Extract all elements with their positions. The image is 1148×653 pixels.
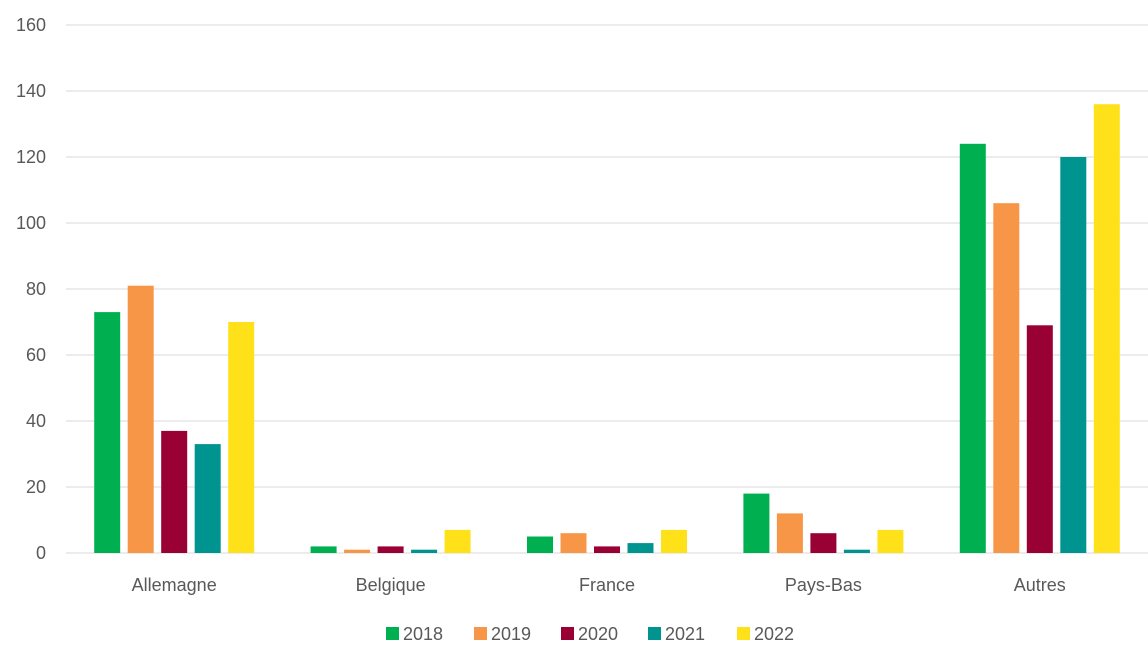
bars bbox=[94, 104, 1120, 554]
legend-label: 2021 bbox=[665, 624, 705, 644]
bar-autres-2022 bbox=[1093, 104, 1120, 553]
bar-belgique-2022 bbox=[444, 529, 471, 553]
bar-france-2018 bbox=[527, 536, 553, 553]
bar-allemagne-2019 bbox=[127, 285, 154, 553]
bar-belgique-2018 bbox=[310, 546, 337, 553]
bar-pays-bas-2020 bbox=[810, 533, 837, 553]
legend-swatch bbox=[386, 627, 399, 640]
legend-swatch bbox=[561, 627, 574, 640]
bar-allemagne-2018 bbox=[94, 312, 121, 553]
x-axis-category-labels: Allemagne Belgique France Pays-Bas Autres bbox=[132, 575, 1066, 595]
y-tick-label: 120 bbox=[16, 147, 46, 167]
y-tick-label: 0 bbox=[36, 543, 46, 563]
bar-france-2022 bbox=[661, 529, 687, 553]
bar-belgique-2019 bbox=[344, 549, 371, 553]
legend-swatch bbox=[648, 627, 661, 640]
bar-autres-2018 bbox=[959, 143, 986, 554]
bar-pays-bas-2021 bbox=[843, 549, 870, 553]
y-tick-label: 160 bbox=[16, 15, 46, 35]
y-tick-label: 20 bbox=[26, 477, 46, 497]
legend-label: 2020 bbox=[578, 624, 618, 644]
bar-autres-2020 bbox=[1026, 325, 1053, 553]
x-category-label: Autres bbox=[1014, 575, 1066, 595]
bar-allemagne-2021 bbox=[194, 444, 221, 553]
x-category-label: Pays-Bas bbox=[785, 575, 862, 595]
y-tick-label: 80 bbox=[26, 279, 46, 299]
y-tick-label: 140 bbox=[16, 81, 46, 101]
bar-autres-2019 bbox=[993, 203, 1020, 553]
bar-allemagne-2022 bbox=[228, 322, 255, 553]
bar-france-2019 bbox=[560, 533, 587, 553]
bar-belgique-2021 bbox=[411, 549, 438, 553]
y-tick-label: 100 bbox=[16, 213, 46, 233]
bar-pays-bas-2019 bbox=[776, 513, 803, 553]
x-category-label: Allemagne bbox=[132, 575, 217, 595]
legend-label: 2019 bbox=[491, 624, 531, 644]
bar-pays-bas-2022 bbox=[877, 529, 904, 553]
bar-allemagne-2020 bbox=[161, 430, 188, 553]
y-tick-label: 40 bbox=[26, 411, 46, 431]
bar-belgique-2020 bbox=[377, 546, 404, 553]
y-tick-label: 60 bbox=[26, 345, 46, 365]
y-axis-tick-labels: 0 20 40 60 80 100 120 140 160 bbox=[16, 15, 46, 563]
bar-autres-2021 bbox=[1060, 157, 1087, 553]
legend: 2018 2019 2020 2021 2022 bbox=[386, 624, 794, 644]
bar-france-2021 bbox=[627, 543, 654, 553]
x-category-label: France bbox=[579, 575, 635, 595]
legend-swatch bbox=[737, 627, 750, 640]
legend-swatch bbox=[474, 627, 487, 640]
legend-label: 2022 bbox=[754, 624, 794, 644]
x-category-label: Belgique bbox=[356, 575, 426, 595]
bar-pays-bas-2018 bbox=[743, 493, 770, 553]
legend-label: 2018 bbox=[403, 624, 443, 644]
bar-france-2020 bbox=[594, 546, 620, 553]
